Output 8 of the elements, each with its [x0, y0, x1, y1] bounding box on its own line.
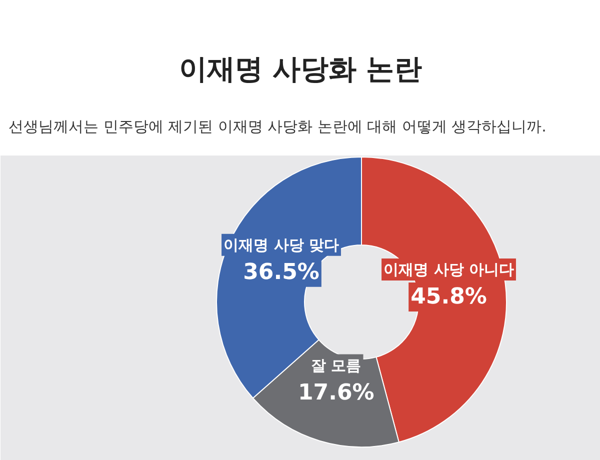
data-label: 45.8% — [410, 284, 487, 310]
slice-label: 잘 모름 — [311, 356, 362, 374]
slice-label: 이재명 사당 아니다 — [384, 260, 514, 279]
data-label: 36.5% — [243, 260, 320, 285]
slice-label: 이재명 사당 맞다 — [224, 236, 339, 254]
data-label: 17.6% — [298, 380, 374, 406]
chart-subtitle: 선생님께서는 민주당에 제기된 이재명 사당화 논란에 대해 어떻게 생각하십니까. — [8, 118, 546, 136]
chart-title: 이재명 사당화 논란 — [178, 52, 422, 86]
